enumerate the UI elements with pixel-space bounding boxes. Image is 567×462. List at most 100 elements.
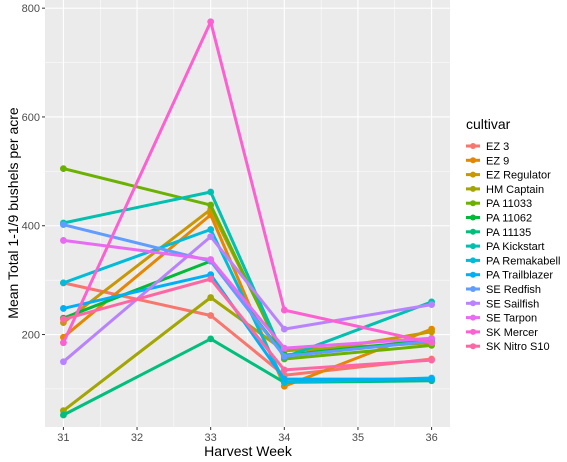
legend-key-point — [470, 157, 476, 164]
series-line — [61, 190, 434, 359]
legend-item: PA 11135 — [466, 227, 531, 239]
data-point — [428, 339, 435, 347]
legend-label: PA Trailblazer — [486, 270, 553, 282]
series-line — [61, 20, 434, 345]
legend-label: SE Sailfish — [486, 298, 539, 310]
data-point — [60, 358, 67, 366]
x-axis-title: Harvest Week — [204, 443, 293, 459]
data-point — [280, 344, 288, 352]
legend-item: PA Remakabell — [466, 255, 560, 267]
series-layer — [60, 18, 435, 419]
legend-key-point — [470, 286, 476, 292]
legend-item: PA 11033 — [466, 198, 532, 210]
data-point — [207, 188, 215, 196]
data-point — [60, 221, 67, 229]
data-point — [207, 312, 215, 319]
legend-item: HM Captain — [466, 184, 544, 196]
series-line — [61, 273, 434, 381]
data-point — [207, 294, 215, 301]
data-point — [60, 339, 67, 347]
series-sk-nitro-s10 — [60, 275, 435, 374]
legend-key-point — [470, 228, 476, 235]
data-point — [60, 305, 67, 312]
data-point — [207, 201, 215, 209]
legend-label: EZ 3 — [486, 141, 509, 153]
legend-item: SE Sailfish — [466, 298, 539, 310]
data-point — [60, 165, 67, 173]
legend-key-point — [470, 314, 476, 321]
series-line — [61, 238, 434, 350]
legend-key-point — [470, 200, 476, 207]
legend-label: PA Remakabell — [486, 255, 560, 267]
legend-title: cultivar — [466, 116, 511, 132]
legend-item: SK Mercer — [466, 327, 538, 339]
y-tick-label: 200 — [22, 330, 40, 342]
data-point — [280, 352, 288, 360]
legend-item: EZ 3 — [466, 141, 509, 153]
series-line — [61, 223, 434, 358]
data-point — [280, 366, 288, 374]
y-tick-label: 400 — [22, 221, 40, 233]
legend-item: EZ Regulator — [466, 170, 551, 182]
data-point — [428, 328, 435, 336]
legend-key-point — [470, 214, 476, 221]
legend: cultivar EZ 3 EZ 9 EZ Regulator HM Captain P… — [466, 116, 560, 353]
legend-key-point — [470, 271, 476, 278]
legend-label: PA 11062 — [486, 213, 532, 225]
legend-key-point — [470, 328, 476, 335]
legend-item: PA Trailblazer — [466, 270, 553, 282]
legend-label: EZ Regulator — [486, 170, 551, 182]
data-point — [60, 411, 67, 419]
legend-label: PA 11033 — [486, 198, 532, 210]
y-axis-title: Mean Total 1-1/9 bushels per acre — [5, 107, 21, 319]
legend-key-point — [470, 300, 476, 307]
data-point — [428, 301, 435, 309]
legend-item: SK Nitro S10 — [466, 341, 550, 353]
data-point — [207, 256, 215, 263]
legend-item: PA Kickstart — [466, 241, 544, 253]
legend-item: EZ 9 — [466, 155, 509, 167]
data-point — [428, 356, 435, 364]
legend-key-point — [470, 171, 476, 178]
legend-label: PA 11135 — [486, 227, 531, 239]
y-tick-label: 800 — [22, 3, 40, 15]
legend-label: EZ 9 — [486, 155, 509, 167]
legend-key-point — [470, 143, 476, 149]
data-point — [207, 18, 215, 26]
x-tick-label: 33 — [205, 432, 217, 444]
x-tick-label: 32 — [131, 432, 143, 444]
series-sk-mercer — [60, 18, 435, 347]
legend-label: HM Captain — [486, 184, 544, 196]
data-point — [60, 237, 67, 244]
legend-label: SE Redfish — [486, 284, 541, 296]
legend-key-point — [470, 343, 476, 350]
legend-label: SE Tarpon — [486, 313, 537, 325]
x-tick-label: 35 — [352, 432, 364, 444]
data-point — [280, 325, 288, 333]
legend-item: SE Tarpon — [466, 313, 537, 325]
data-point — [207, 335, 215, 343]
legend-key-point — [470, 185, 476, 192]
legend-label: SK Nitro S10 — [486, 341, 550, 353]
series-line — [61, 213, 434, 388]
series-line — [61, 277, 434, 372]
y-axis: 200 400 600 800 — [22, 3, 45, 342]
data-point — [428, 375, 435, 383]
data-point — [207, 275, 215, 283]
data-point — [60, 279, 67, 287]
data-point — [207, 226, 215, 233]
x-tick-label: 34 — [278, 432, 290, 444]
legend-label: PA Kickstart — [486, 241, 544, 253]
x-axis: 31 32 33 34 35 36 — [57, 427, 438, 444]
legend-key-point — [470, 243, 476, 250]
legend-label: SK Mercer — [486, 327, 538, 339]
data-point — [207, 233, 215, 241]
data-point — [60, 315, 67, 323]
data-point — [280, 375, 288, 383]
x-tick-label: 31 — [57, 432, 69, 444]
legend-items: EZ 3 EZ 9 EZ Regulator HM Captain PA 11033 PA… — [466, 141, 560, 353]
x-tick-label: 36 — [425, 432, 437, 444]
legend-item: SE Redfish — [466, 284, 541, 296]
legend-item: PA 11062 — [466, 213, 532, 225]
